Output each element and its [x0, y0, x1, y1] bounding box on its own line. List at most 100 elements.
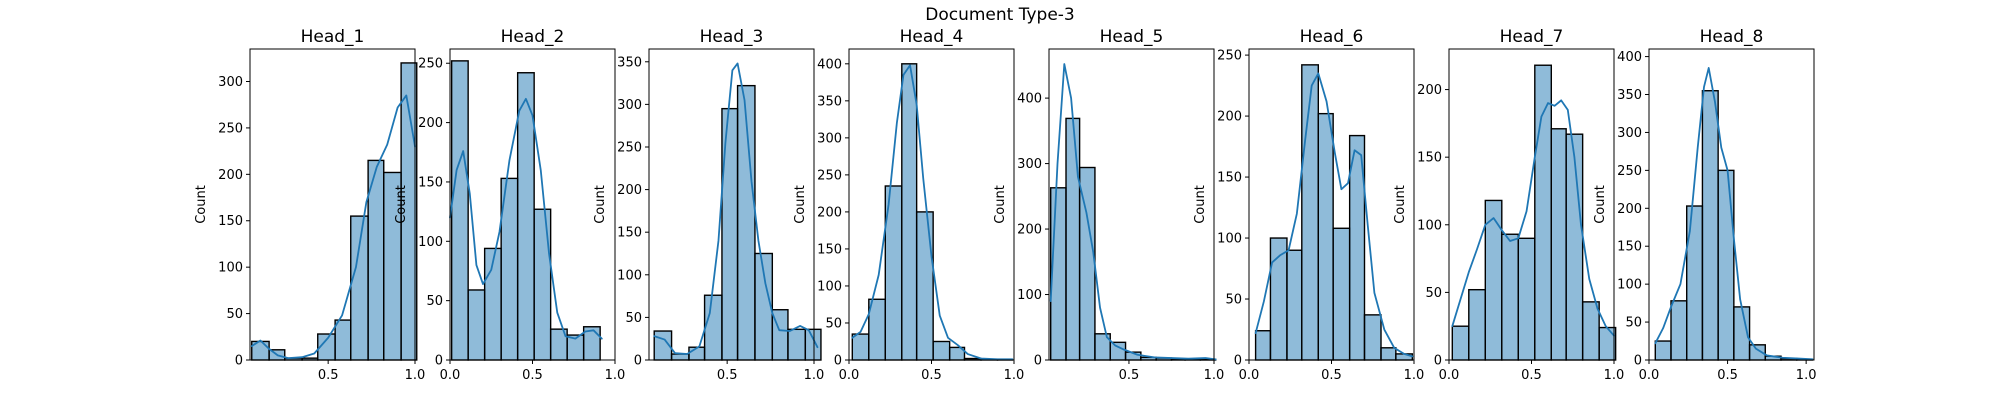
y-tick-label: 300 — [617, 98, 642, 113]
x-tick-label: 0.5 — [717, 368, 738, 383]
histogram-bar — [670, 353, 690, 361]
y-tick-label: 0 — [435, 354, 443, 369]
y-tick-label: 100 — [817, 279, 842, 294]
y-tick-label: 200 — [1617, 202, 1642, 217]
y-tick-label: 150 — [218, 214, 243, 229]
x-tick-label: 0.5 — [318, 368, 339, 383]
y-tick-label: 350 — [817, 94, 842, 109]
y-tick-label: 400 — [1617, 50, 1642, 65]
panel-title: Head_3 — [700, 27, 764, 47]
y-tick-label: 100 — [617, 268, 642, 283]
panel-2: 0 50 100 150 200 250 0.0 0.5 1.0 Head_2 Count — [394, 27, 625, 383]
y-axis-label: Count — [793, 185, 808, 224]
panel-title: Head_1 — [301, 27, 365, 47]
y-tick-label: 300 — [817, 131, 842, 146]
y-tick-label: 0 — [634, 354, 642, 369]
x-tick-label: 0.5 — [522, 368, 543, 383]
panel-5: 0 100 200 300 400 0.5 1.0 Head_5 Count — [993, 27, 1224, 383]
y-tick-label: 100 — [1417, 218, 1442, 233]
panel-3: 0 50 100 150 200 250 300 350 0.5 1.0 Head_3 Count — [593, 27, 824, 383]
histogram-bar — [1301, 64, 1320, 361]
kde-line — [449, 97, 603, 340]
histogram-bar — [1550, 128, 1567, 361]
histogram-bar — [804, 328, 822, 361]
histogram-bar — [1049, 187, 1067, 361]
y-tick-label: 200 — [1217, 110, 1242, 125]
y-tick-label: 0 — [235, 354, 243, 369]
x-tick-label: 1.0 — [1604, 368, 1625, 383]
histogram-bar — [688, 346, 706, 361]
figure-suptitle: Document Type-3 — [925, 5, 1074, 25]
histogram-bar — [350, 215, 369, 361]
histogram-bar — [1317, 112, 1334, 361]
histogram-bar — [901, 63, 918, 361]
y-tick-label: 50 — [1425, 286, 1442, 301]
histogram-bar — [703, 294, 723, 361]
histogram-bar — [1468, 288, 1487, 361]
y-tick-label: 350 — [617, 55, 642, 70]
y-tick-label: 400 — [817, 57, 842, 72]
x-tick-label: 1.0 — [405, 368, 426, 383]
x-tick-label: 0.0 — [839, 368, 860, 383]
y-tick-label: 150 — [418, 175, 443, 190]
histogram-bar — [1065, 117, 1081, 361]
x-tick-label: 1.0 — [1204, 368, 1225, 383]
y-tick-label: 0 — [1234, 354, 1242, 369]
x-tick-label: 1.0 — [1796, 368, 1817, 383]
y-axis-label: Count — [194, 185, 209, 224]
histogram-bar — [868, 298, 886, 361]
y-tick-label: 200 — [418, 116, 443, 131]
y-tick-label: 50 — [426, 294, 443, 309]
histogram-bar — [1581, 301, 1600, 361]
y-tick-label: 150 — [617, 226, 642, 241]
y-tick-label: 200 — [817, 205, 842, 220]
y-axis-label: Count — [1393, 185, 1408, 224]
x-tick-label: 0.5 — [1521, 368, 1542, 383]
kde-line — [653, 62, 819, 355]
panel-title: Head_8 — [1700, 27, 1764, 47]
y-tick-label: 50 — [1625, 316, 1642, 331]
y-tick-label: 200 — [218, 168, 243, 183]
x-tick-label: 0.0 — [440, 368, 461, 383]
axes-frame — [249, 48, 416, 361]
histogram-bar — [1670, 300, 1688, 361]
histogram-bar — [1254, 330, 1272, 361]
y-tick-label: 150 — [1617, 240, 1642, 255]
y-tick-label: 50 — [226, 307, 243, 322]
histogram-bar — [450, 60, 469, 361]
histogram-bar — [1517, 237, 1536, 361]
y-tick-label: 100 — [1617, 278, 1642, 293]
y-axis-label: Count — [593, 185, 608, 224]
y-tick-label: 100 — [1217, 232, 1242, 247]
y-tick-label: 250 — [1617, 164, 1642, 179]
panel-title: Head_4 — [900, 27, 964, 47]
y-tick-label: 50 — [1225, 293, 1242, 308]
y-tick-label: 100 — [218, 261, 243, 276]
y-tick-label: 0 — [834, 354, 842, 369]
histogram-bar — [1701, 90, 1719, 361]
y-tick-label: 200 — [1017, 223, 1042, 238]
panel-4: 0 50 100 150 200 250 300 350 400 0.0 0.5 1.0 Head_4 C… — [793, 27, 1024, 383]
panel-1: 0 50 100 150 200 250 300 0.5 1.0 Head_1 Count — [194, 27, 425, 383]
y-tick-label: 0 — [1634, 354, 1642, 369]
y-tick-label: 100 — [1017, 288, 1042, 303]
y-tick-label: 150 — [1217, 171, 1242, 186]
kde-line — [250, 94, 416, 360]
y-tick-label: 400 — [1017, 92, 1042, 107]
panel-7: 0 50 100 150 200 0.0 0.5 1.0 Head_7 Count — [1393, 27, 1624, 383]
y-tick-label: 200 — [617, 183, 642, 198]
kde-line — [1451, 99, 1615, 337]
histogram-bar — [1654, 340, 1672, 361]
x-tick-label: 0.5 — [921, 368, 942, 383]
panel-title: Head_7 — [1500, 27, 1564, 47]
x-tick-label: 0.0 — [1239, 368, 1260, 383]
y-tick-label: 250 — [817, 168, 842, 183]
axes-frame — [1648, 48, 1815, 361]
y-tick-label: 350 — [1617, 88, 1642, 103]
histogram-bar — [1484, 199, 1503, 361]
x-tick-label: 0.5 — [1119, 368, 1140, 383]
axes-frame — [648, 48, 815, 361]
histogram-bar — [851, 333, 870, 361]
y-axis-label: Count — [1593, 185, 1608, 224]
histogram-bar — [1451, 325, 1470, 361]
